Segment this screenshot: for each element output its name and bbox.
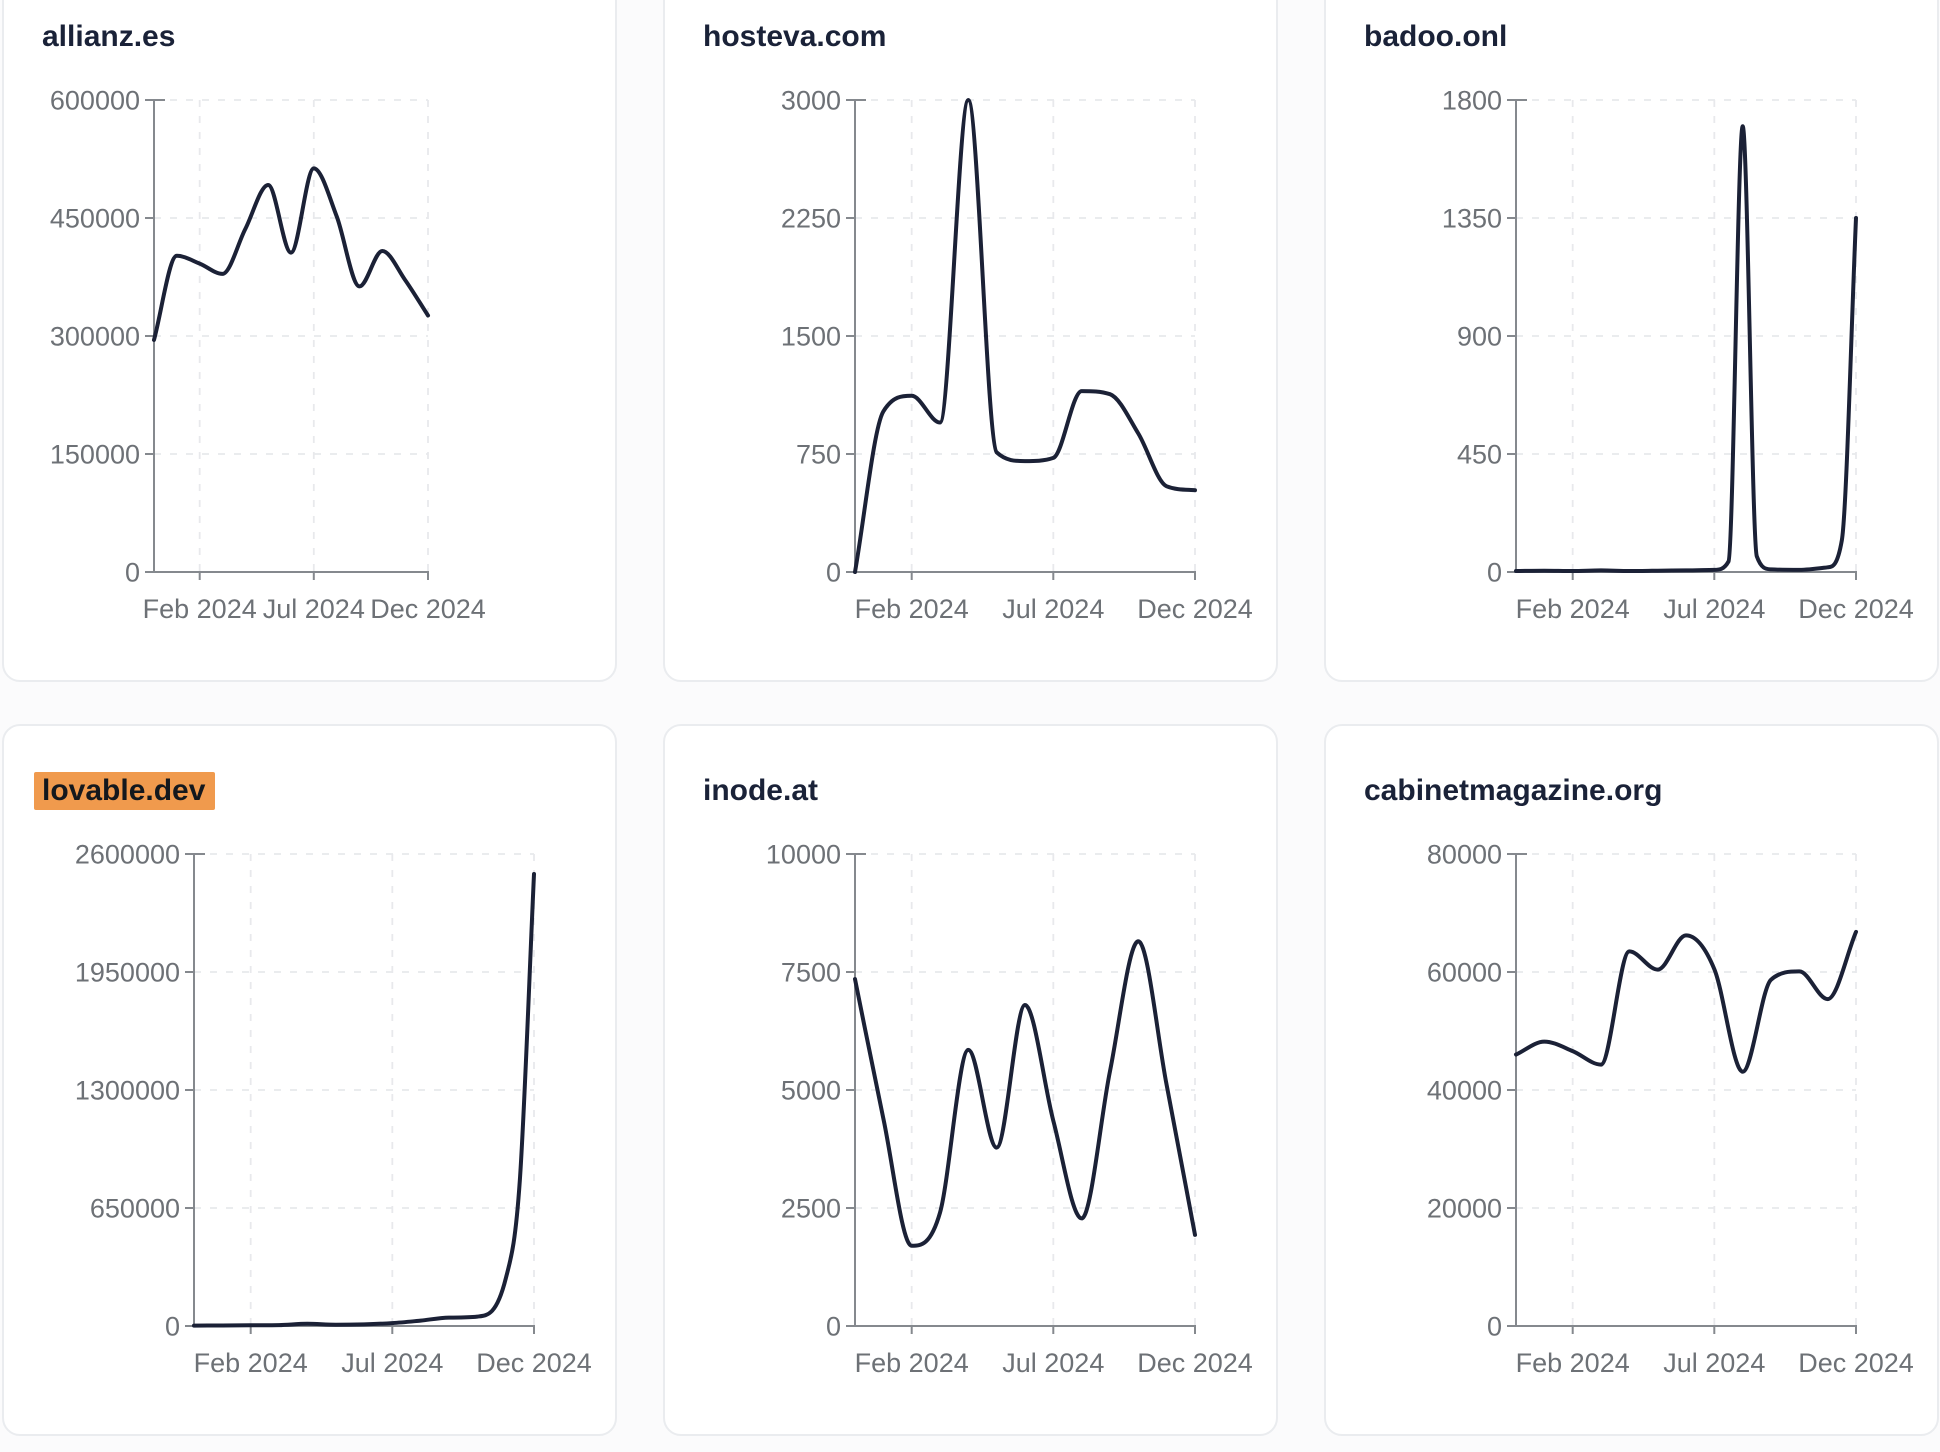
chart-card: hosteva.com 0 750 1500 2250 3000 Feb 2024 Jul … [663, 0, 1278, 682]
axis-frame [193, 853, 535, 1334]
chart-title-text: lovable.dev [34, 772, 216, 810]
chart-title-text: hosteva.com [703, 20, 887, 53]
y-tick-label: 0 [125, 558, 140, 588]
y-tick-label: 900 [1457, 322, 1502, 352]
y-tick-label: 40000 [1427, 1076, 1502, 1106]
line-chart: 0 650000 1300000 1950000 2600000 Feb 2024 Jul … [75, 840, 592, 1379]
x-tick-label: Jul 2024 [1663, 1348, 1765, 1378]
y-tick-label: 1300000 [75, 1076, 180, 1106]
y-tick-label: 80000 [1427, 840, 1502, 870]
y-tick-label: 0 [1487, 1312, 1502, 1342]
line-chart: 0 20000 40000 60000 80000 Feb 2024 Jul 2024 Dec… [1427, 840, 1914, 1379]
series-line [152, 166, 430, 342]
chart-title: hosteva.com [703, 18, 886, 56]
y-tick-label: 1950000 [75, 958, 180, 988]
chart-title: badoo.onl [1364, 18, 1507, 56]
y-tick-label: 0 [826, 558, 841, 588]
x-tick-label: Feb 2024 [143, 594, 257, 624]
x-tick-label: Feb 2024 [194, 1348, 308, 1378]
axis-frame [1515, 853, 1857, 1334]
y-tick-label: 3000 [781, 86, 841, 116]
axis-frame [153, 99, 429, 580]
y-tick-label: 0 [1487, 558, 1502, 588]
y-tick-label: 10000 [766, 840, 841, 870]
chart-card: badoo.onl 0 450 900 1350 1800 Feb 2024 Jul 202… [1324, 0, 1939, 682]
y-tick-label: 0 [826, 1312, 841, 1342]
line-chart: 0 750 1500 2250 3000 Feb 2024 Jul 2024 Dec 2024 [781, 86, 1253, 625]
chart-title: cabinetmagazine.org [1364, 772, 1662, 810]
axis-frame [854, 99, 1196, 580]
line-chart: 0 450 900 1350 1800 Feb 2024 Jul 2024 Dec 2024 [1442, 86, 1914, 625]
y-tick-label: 20000 [1427, 1194, 1502, 1224]
x-tick-label: Feb 2024 [855, 594, 969, 624]
x-tick-label: Dec 2024 [476, 1348, 592, 1378]
y-tick-label: 300000 [50, 322, 140, 352]
x-tick-label: Dec 2024 [1798, 594, 1914, 624]
x-tick-label: Jul 2024 [1002, 594, 1104, 624]
chart-card: cabinetmagazine.org 0 20000 40000 60000 8000… [1324, 724, 1939, 1436]
y-tick-label: 5000 [781, 1076, 841, 1106]
x-tick-label: Jul 2024 [341, 1348, 443, 1378]
series-line [853, 939, 1197, 1248]
y-tick-label: 600000 [50, 86, 140, 116]
y-tick-label: 60000 [1427, 958, 1502, 988]
chart-card: inode.at 0 2500 5000 7500 10000 Feb 2024 Jul 2… [663, 724, 1278, 1436]
chart-card: lovable.dev 0 650000 1300000 1950000 2600000… [2, 724, 617, 1436]
line-chart: 0 2500 5000 7500 10000 Feb 2024 Jul 2024 Dec 20… [766, 840, 1253, 1379]
chart-title-text: inode.at [703, 774, 819, 807]
y-tick-label: 750 [796, 440, 841, 470]
axis-frame [854, 853, 1196, 1334]
series-line [1514, 929, 1858, 1074]
y-tick-label: 650000 [90, 1194, 180, 1224]
x-tick-label: Feb 2024 [1516, 1348, 1630, 1378]
chart-title-text: cabinetmagazine.org [1364, 774, 1663, 807]
x-tick-label: Dec 2024 [1137, 1348, 1253, 1378]
x-tick-label: Jul 2024 [1002, 1348, 1104, 1378]
x-tick-label: Jul 2024 [1663, 594, 1765, 624]
chart-title: lovable.dev [34, 772, 216, 810]
x-tick-label: Feb 2024 [1516, 594, 1630, 624]
x-tick-label: Dec 2024 [370, 594, 486, 624]
x-tick-label: Feb 2024 [855, 1348, 969, 1378]
series-line [853, 98, 1197, 574]
series-line [192, 872, 536, 1328]
x-tick-label: Dec 2024 [1137, 594, 1253, 624]
y-tick-label: 1500 [781, 322, 841, 352]
chart-title-text: allianz.es [42, 20, 176, 53]
y-tick-label: 2250 [781, 204, 841, 234]
y-tick-label: 2500 [781, 1194, 841, 1224]
series-line [1514, 124, 1858, 573]
axis-frame [1515, 99, 1857, 580]
chart-title-text: badoo.onl [1364, 20, 1508, 53]
y-tick-label: 1800 [1442, 86, 1502, 116]
chart-title: inode.at [703, 772, 818, 810]
chart-title: allianz.es [42, 18, 175, 56]
y-tick-label: 0 [165, 1312, 180, 1342]
y-tick-label: 450 [1457, 440, 1502, 470]
line-chart: 0 150000 300000 450000 600000 Feb 2024 Jul 202… [50, 86, 486, 625]
y-tick-label: 150000 [50, 440, 140, 470]
y-tick-label: 2600000 [75, 840, 180, 870]
y-tick-label: 450000 [50, 204, 140, 234]
chart-card: allianz.es 0 150000 300000 450000 600000 Feb … [2, 0, 617, 682]
y-tick-label: 1350 [1442, 204, 1502, 234]
y-tick-label: 7500 [781, 958, 841, 988]
x-tick-label: Dec 2024 [1798, 1348, 1914, 1378]
x-tick-label: Jul 2024 [263, 594, 365, 624]
